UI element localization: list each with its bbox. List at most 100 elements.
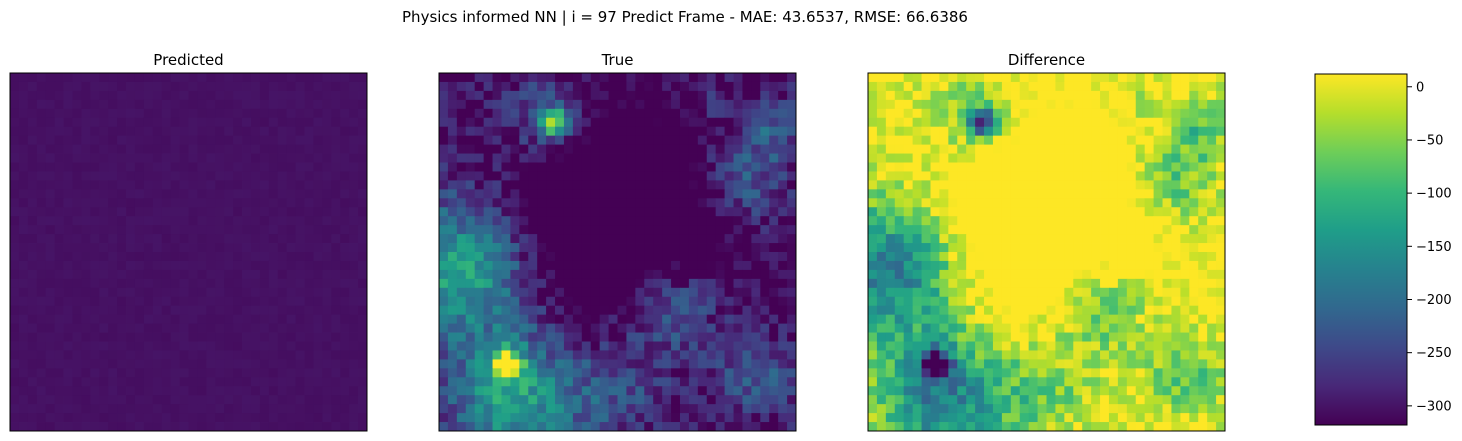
heatmap-cell <box>590 180 601 190</box>
heatmap-cell <box>340 287 350 298</box>
heatmap-cell <box>715 413 725 423</box>
heatmap-cell <box>519 234 529 244</box>
heatmap-cell <box>1162 305 1172 316</box>
heatmap-cell <box>975 144 985 154</box>
heatmap-cell <box>1037 189 1047 199</box>
heatmap-cell <box>10 117 20 128</box>
heatmap-cell <box>984 386 994 396</box>
heatmap-cell <box>349 422 359 432</box>
heatmap-cell <box>492 287 502 298</box>
heatmap-cell <box>340 252 350 262</box>
heatmap-cell <box>1180 368 1190 378</box>
heatmap-cell <box>876 323 887 333</box>
heatmap-cell <box>688 225 699 235</box>
heatmap-cell <box>63 395 73 405</box>
heatmap-cell <box>1046 144 1056 154</box>
heatmap-cell <box>447 216 458 226</box>
heatmap-cell <box>688 305 699 316</box>
heatmap-cell <box>912 252 922 262</box>
heatmap-cell <box>903 278 914 289</box>
heatmap-cell <box>72 243 82 253</box>
heatmap-cell <box>617 162 627 172</box>
heatmap-cell <box>1126 189 1137 199</box>
heatmap-cell <box>1117 296 1128 307</box>
heatmap-cell <box>72 189 82 199</box>
heatmap-cell <box>1108 386 1119 396</box>
heatmap-cell <box>903 314 914 324</box>
heatmap-cell <box>492 332 502 342</box>
heatmap-cell <box>45 73 56 83</box>
heatmap-cell <box>90 287 100 298</box>
heatmap-cell <box>10 377 20 387</box>
heatmap-cell <box>1162 216 1172 226</box>
heatmap-cell <box>1082 189 1092 199</box>
heatmap-cell <box>1073 189 1083 199</box>
heatmap-cell <box>1162 207 1172 217</box>
heatmap-cell <box>1091 99 1101 110</box>
heatmap-cell <box>10 413 20 423</box>
heatmap-cell <box>510 153 520 163</box>
heatmap-cell <box>1073 135 1083 145</box>
heatmap-cell <box>1082 350 1092 360</box>
heatmap-cell <box>966 117 976 128</box>
heatmap-cell <box>36 269 47 280</box>
heatmap-cell <box>724 108 734 119</box>
heatmap-cell <box>1198 305 1208 316</box>
heatmap-cell <box>1082 287 1092 298</box>
heatmap-cell <box>572 332 583 342</box>
heatmap-cell <box>10 90 20 101</box>
heatmap-cell <box>170 341 180 351</box>
heatmap-cell <box>18 386 29 396</box>
heatmap-cell <box>671 144 681 154</box>
heatmap-cell <box>733 171 743 181</box>
heatmap-cell <box>510 126 520 137</box>
heatmap-cell <box>939 350 949 360</box>
heatmap-cell <box>349 252 359 262</box>
heatmap-cell <box>1126 314 1137 324</box>
heatmap-cell <box>117 108 127 119</box>
heatmap-cell <box>876 144 887 154</box>
heatmap-cell <box>697 269 708 280</box>
heatmap-cell <box>679 225 690 235</box>
heatmap-cell <box>1153 171 1163 181</box>
heatmap-cell <box>10 404 20 414</box>
heatmap-cell <box>143 207 154 217</box>
heatmap-cell <box>474 243 485 253</box>
heatmap-cell <box>921 225 931 235</box>
colorbar-tick-label: −200 <box>1416 293 1452 308</box>
heatmap-cell <box>742 323 752 333</box>
heatmap-cell <box>957 73 967 83</box>
heatmap-cell <box>555 135 565 145</box>
heatmap-cell <box>724 189 734 199</box>
heatmap-cell <box>1028 377 1038 387</box>
heatmap-cell <box>697 404 708 414</box>
heatmap-cell <box>206 252 216 262</box>
heatmap-cell <box>447 314 458 324</box>
heatmap-cell <box>54 278 64 289</box>
heatmap-cell <box>671 189 681 199</box>
heatmap-cell <box>492 359 502 369</box>
heatmap-cell <box>501 332 511 342</box>
heatmap-cell <box>653 117 663 128</box>
heatmap-cell <box>1117 332 1128 342</box>
heatmap-cell <box>233 234 243 244</box>
heatmap-cell <box>742 332 752 342</box>
heatmap-cell <box>18 287 29 298</box>
heatmap-cell <box>948 189 958 199</box>
heatmap-cell <box>18 323 29 333</box>
heatmap-cell <box>778 305 788 316</box>
heatmap-cell <box>63 359 73 369</box>
heatmap-cell <box>733 332 743 342</box>
heatmap-cell <box>581 386 592 396</box>
heatmap-cell <box>233 287 243 298</box>
heatmap-cell <box>1216 305 1226 316</box>
heatmap-cell <box>787 422 797 432</box>
heatmap-cell <box>331 287 341 298</box>
heatmap-cell <box>242 243 252 253</box>
heatmap-cell <box>599 269 609 280</box>
heatmap-cell <box>456 260 467 271</box>
heatmap-cell <box>715 171 725 181</box>
heatmap-cell <box>1046 314 1056 324</box>
heatmap-cell <box>1117 395 1128 405</box>
heatmap-cell <box>99 305 109 316</box>
